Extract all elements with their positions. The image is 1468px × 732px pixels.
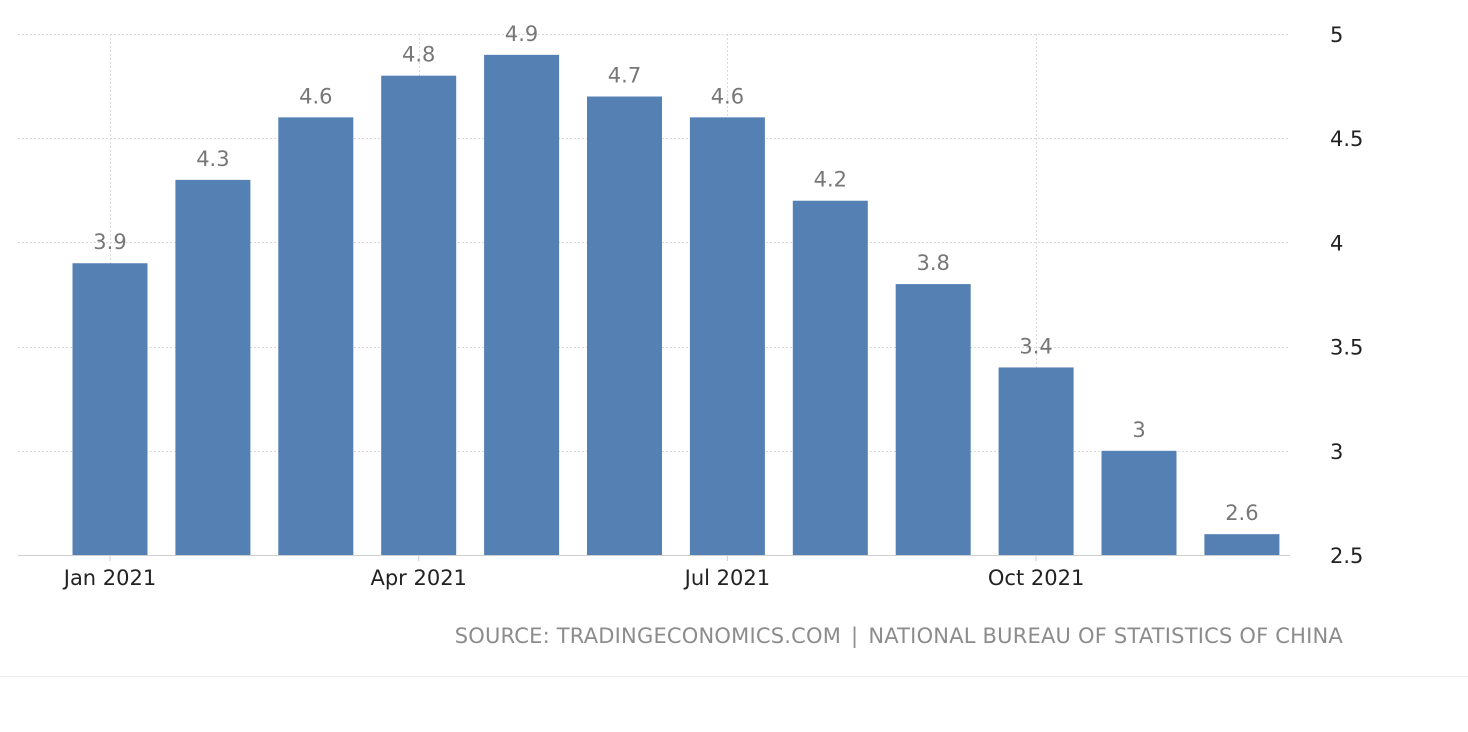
bar-layer (72, 54, 1280, 556)
bar (587, 96, 662, 556)
source-primary: SOURCE: TRADINGECONOMICS.COM (454, 624, 842, 648)
data-label: 3.4 (1019, 334, 1052, 358)
data-label-layer: 3.9 4.3 4.6 4.8 4.9 4.7 4.6 4.2 3.8 3.4 3 2.6 (93, 22, 1258, 525)
data-label: 3.8 (916, 251, 949, 275)
y-tick-label: 2.5 (1330, 544, 1363, 568)
y-tick-label: 5 (1330, 23, 1343, 47)
source-separator: | (851, 624, 859, 648)
bar (689, 117, 765, 556)
data-label: 3 (1132, 418, 1145, 442)
y-tick-label: 3.5 (1330, 336, 1363, 360)
y-axis: 2.5 3 3.5 4 4.5 5 (1330, 23, 1363, 568)
y-tick-label: 4 (1330, 231, 1343, 255)
data-label: 2.6 (1225, 501, 1258, 525)
source-credit: SOURCE: TRADINGECONOMICS.COM | NATIONAL BU… (455, 624, 1343, 648)
bar-chart: 3.9 4.3 4.6 4.8 4.9 4.7 4.6 4.2 3.8 3.4 3 2.6 Jan 2… (18, 22, 1363, 590)
bar (278, 117, 354, 556)
x-tick-label: Oct 2021 (988, 566, 1084, 590)
bar (998, 367, 1074, 555)
bar (72, 263, 148, 555)
bar (484, 54, 560, 556)
data-label: 4.6 (299, 84, 332, 108)
y-tick-label: 3 (1330, 440, 1343, 464)
data-label: 3.9 (93, 230, 126, 254)
x-tick-label: Apr 2021 (370, 566, 466, 590)
data-label: 4.6 (711, 84, 744, 108)
bar (792, 200, 868, 555)
bar (895, 284, 971, 555)
footer-divider (0, 676, 1468, 677)
y-tick-label: 4.5 (1330, 127, 1363, 151)
x-tick-label: Jul 2021 (683, 566, 770, 590)
data-label: 4.7 (608, 64, 641, 88)
source-secondary: NATIONAL BUREAU OF STATISTICS OF CHINA (868, 624, 1343, 648)
data-label: 4.8 (402, 43, 435, 67)
x-axis: Jan 2021 Apr 2021 Jul 2021 Oct 2021 (62, 555, 1084, 590)
data-label: 4.9 (505, 22, 538, 46)
bar (1101, 450, 1177, 555)
bar (1204, 534, 1280, 555)
bar (175, 179, 251, 555)
data-label: 4.2 (814, 168, 847, 192)
bar (381, 75, 457, 556)
x-tick-label: Jan 2021 (62, 566, 157, 590)
data-label: 4.3 (196, 147, 229, 171)
